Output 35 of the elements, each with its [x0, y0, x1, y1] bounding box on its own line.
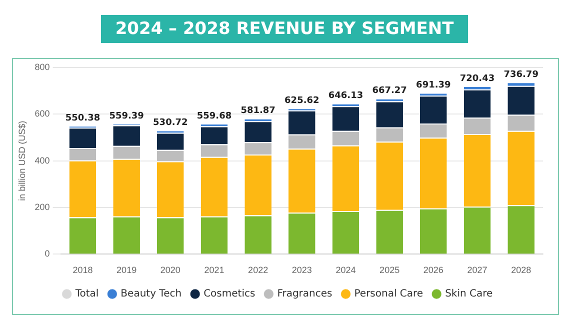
legend-label: Total — [74, 288, 99, 300]
x-tick-label: 2019 — [116, 265, 137, 276]
total-label: 736.79 — [504, 70, 538, 80]
x-tick-label: 2025 — [380, 265, 400, 276]
y-axis-title: in billion USD (US$) — [16, 120, 27, 201]
total-label: 646.13 — [328, 91, 364, 102]
x-tick-label: 2026 — [423, 265, 444, 276]
y-tick-label: 400 — [34, 155, 50, 166]
legend-label: Beauty Tech — [120, 288, 182, 300]
y-tick-label: 600 — [34, 108, 50, 119]
x-tick-label: 2021 — [204, 265, 224, 276]
x-tick-label: 2022 — [248, 265, 268, 276]
total-label: 559.39 — [109, 111, 144, 122]
y-tick-label: 800 — [34, 62, 50, 72]
x-tick-label: 2028 — [511, 265, 532, 276]
legend-label: Personal Care — [354, 288, 424, 300]
total-label: 720.43 — [460, 74, 495, 84]
x-tick-label: 2027 — [467, 265, 488, 276]
total-label: 550.38 — [65, 114, 100, 124]
total-label: 691.39 — [416, 80, 451, 91]
y-tick-label: 0 — [44, 248, 50, 259]
legend-label: Skin Care — [445, 288, 493, 300]
legend-label: Cosmetics — [204, 288, 256, 300]
x-tick-label: 2023 — [292, 265, 312, 276]
legend-label: Fragrances — [277, 288, 332, 300]
total-label: 530.72 — [153, 118, 188, 128]
total-label: 667.27 — [372, 86, 407, 96]
chart-title: 2024 – 2028 REVENUE BY SEGMENT — [101, 15, 468, 43]
x-tick-label: 2020 — [160, 265, 180, 276]
total-label: 559.68 — [196, 111, 232, 122]
y-tick-label: 200 — [34, 202, 50, 212]
x-tick-label: 2024 — [336, 265, 356, 276]
total-label: 581.87 — [240, 106, 276, 116]
x-tick-label: 2018 — [72, 265, 93, 276]
total-label: 625.62 — [284, 96, 320, 106]
